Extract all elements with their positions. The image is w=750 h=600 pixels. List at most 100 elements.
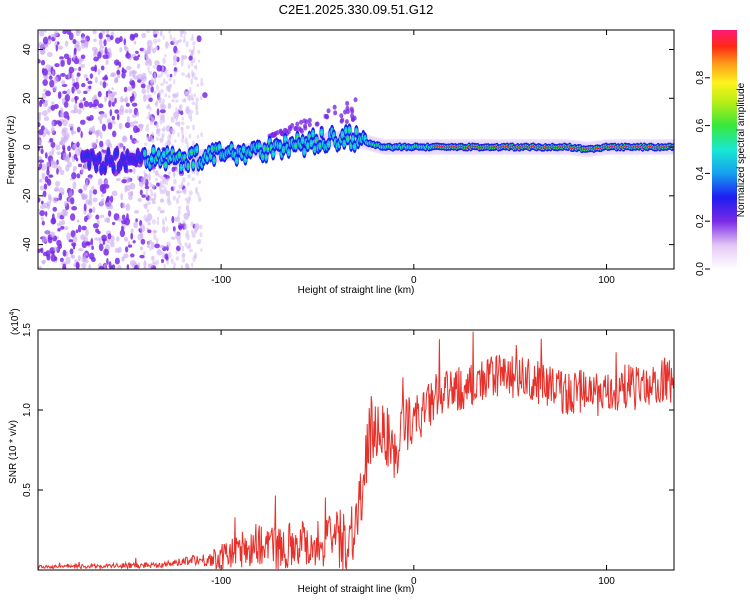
spectrogram-noise-cell — [93, 99, 100, 106]
spectrogram-noise-cell — [192, 41, 196, 46]
spectrogram-noise-cell — [43, 75, 49, 81]
spectrogram-noise-cell — [164, 93, 168, 98]
spectrogram-noise-cell — [190, 93, 194, 98]
spectrogram-noise-cell — [123, 38, 127, 46]
spectrogram-noise-cell — [162, 225, 166, 234]
spectrogram-noise-cell — [180, 59, 184, 67]
colorbar-tick-label: 0.6 — [695, 118, 706, 132]
spectrogram-ridge-cell — [280, 131, 285, 137]
spectrogram-noise-cell — [76, 173, 81, 179]
spectrogram-noise-cell — [62, 152, 69, 161]
spectrogram-noise-cell — [109, 204, 114, 210]
spectrogram-noise-cell — [130, 253, 135, 258]
spectrogram-noise-cell — [172, 186, 176, 191]
spectrogram-noise-cell — [135, 218, 138, 223]
spectrogram-noise-cell — [143, 94, 147, 103]
spectrogram-noise-cell — [167, 251, 172, 259]
spectrogram-noise-cell — [107, 210, 112, 217]
spectrogram-noise-cell — [148, 173, 151, 182]
spectrogram-noise-cell — [73, 54, 76, 61]
spectrogram-noise-cell — [79, 119, 86, 125]
spectrogram-noise-cell — [197, 191, 200, 198]
spectrogram-noise-cell — [55, 120, 61, 125]
spectrogram-noise-cell — [149, 119, 154, 126]
spectrogram-noise-cell — [190, 78, 194, 85]
spectrogram-noise-cell — [143, 142, 148, 146]
snr-x-axis-label: Height of straight line (km) — [298, 584, 415, 595]
spectrogram-noise-cell — [58, 187, 65, 195]
spectrogram-noise-cell — [175, 197, 180, 205]
spectrogram-noise-cell — [189, 116, 193, 122]
spectrogram-noise-cell — [154, 102, 158, 106]
spectrogram-ridge-cell — [266, 147, 270, 150]
spectrogram-noise-cell — [152, 65, 156, 69]
spectrogram-ridge-cell — [271, 153, 275, 155]
spectrogram-noise-cell — [121, 225, 124, 232]
spectrogram-noise-cell — [143, 170, 146, 175]
spectrogram-noise-cell — [60, 113, 65, 117]
spectrogram-noise-cell — [146, 116, 150, 120]
spectrogram-noise-cell — [74, 43, 80, 49]
spectrogram-noise-cell — [175, 106, 178, 112]
spectrogram-ridge-cell — [195, 148, 199, 151]
spectrogram-noise-cell — [111, 264, 116, 269]
spectrogram-noise-cell — [60, 225, 65, 230]
spectrogram-noise-cell — [146, 217, 150, 222]
spectrogram-noise-cell — [199, 224, 203, 230]
spectrogram-ridge-cell — [261, 155, 265, 158]
spectrogram-noise-cell — [146, 209, 150, 213]
spectrogram-ridge-cell — [243, 158, 247, 161]
spectrogram-noise-cell — [165, 190, 171, 197]
spectrogram-noise-cell — [175, 50, 178, 55]
spectrogram-noise-cell — [171, 166, 176, 173]
spectrogram-ridge-cell — [307, 122, 312, 128]
spectrogram-ridge-cell — [299, 128, 304, 134]
spectrogram-y-axis-label: Frequency (Hz) — [6, 116, 17, 185]
spectrogram-noise-cell — [141, 194, 146, 198]
spectrogram-noise-cell — [147, 84, 152, 89]
spectrogram-noise-cell — [103, 263, 107, 269]
spectrogram-noise-cell — [100, 65, 105, 71]
spectrogram-noise-cell — [188, 55, 193, 61]
spectrogram-noise-cell — [101, 30, 106, 35]
spectrogram-noise-cell — [67, 145, 71, 152]
spectrogram-noise-cell — [42, 36, 49, 45]
spectrogram-noise-cell — [151, 200, 156, 205]
spectrogram-noise-cell — [46, 129, 50, 135]
spectrogram-noise-cell — [147, 111, 151, 117]
snr-y-axis-label: SNR (10 * v/v) — [8, 420, 19, 484]
spectrogram-ridge-cell — [282, 148, 286, 151]
spectrogram-noise-cell — [73, 82, 77, 88]
spectrogram-noise-cell — [95, 138, 99, 144]
spectrogram-noise-cell — [51, 161, 58, 169]
spectrogram-noise-cell — [129, 121, 135, 127]
spectrogram-noise-cell — [92, 206, 96, 214]
spectrogram-noise-cell — [92, 189, 98, 195]
spectrogram-noise-cell — [38, 197, 41, 203]
spectrogram-noise-cell — [66, 57, 72, 66]
spectrogram-noise-cell — [155, 123, 159, 129]
spectrogram-noise-cell — [39, 210, 46, 217]
spectrogram-noise-cell — [45, 161, 50, 169]
spectrogram-noise-cell — [41, 200, 44, 205]
spectrogram-noise-cell — [173, 70, 177, 77]
spectrogram-noise-cell — [200, 77, 203, 83]
spectrogram-noise-cell — [83, 203, 87, 212]
spectrogram-ridge-cell — [294, 145, 298, 147]
spectrogram-noise-cell — [102, 81, 107, 89]
colorbar-tick-label: 0.8 — [695, 70, 706, 84]
spectrogram-ridge-cell — [118, 163, 122, 166]
spectrogram-ridge-cell — [110, 160, 114, 163]
spectrogram-noise-cell — [71, 254, 76, 259]
spectrogram-noise-cell — [191, 140, 195, 147]
spectrogram-noise-cell — [71, 78, 76, 85]
spectrogram-noise-cell — [58, 193, 63, 201]
spectrogram-ridge-cell — [262, 147, 266, 150]
spectrogram-noise-cell — [122, 145, 126, 151]
spectrogram-noise-cell — [61, 97, 65, 106]
spectrogram-noise-cell — [177, 121, 181, 128]
spectrogram-noise-cell — [114, 37, 121, 44]
spectrogram-noise-cell — [43, 230, 50, 235]
spectrogram-ridge-cell — [143, 152, 147, 155]
spectrogram-noise-cell — [158, 89, 161, 94]
